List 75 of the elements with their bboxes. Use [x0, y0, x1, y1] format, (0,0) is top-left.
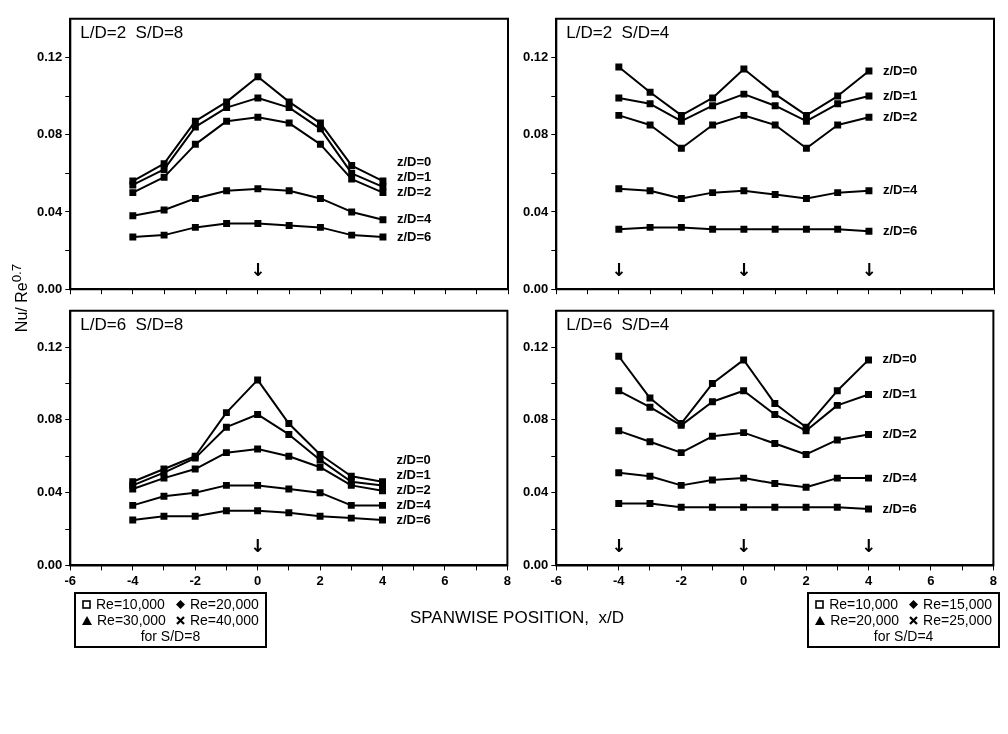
y-tick-label: 0.04	[522, 203, 550, 219]
y-tick-label: 0.12	[36, 49, 63, 65]
series-label: z/D=1	[396, 169, 432, 185]
x-tick-label: 2	[802, 572, 810, 588]
y-tick-label: 0.08	[522, 411, 549, 427]
annotation: ↓	[250, 258, 266, 280]
x-tick-label: 4	[378, 572, 387, 588]
x-tick-label: 0	[254, 572, 262, 588]
y-tick-label: 0.04	[36, 484, 64, 500]
x-tick-label: 6	[441, 572, 449, 588]
y-tick-label: 0.12	[36, 338, 63, 354]
text: Re=40,000	[189, 612, 259, 628]
x-tick-label: -2	[675, 572, 687, 588]
x-tick-label: 4	[864, 572, 873, 588]
annotation: ↓	[736, 535, 752, 557]
x-tick-label: 6	[927, 572, 935, 588]
y-tick-label: 0.04	[522, 484, 550, 500]
x-tick-label: 2	[316, 572, 324, 588]
x-tick-label: 0	[740, 572, 748, 588]
text: Re=25,000	[923, 612, 992, 628]
series-label: z/D=6	[396, 228, 432, 244]
annotation: ↓	[611, 258, 627, 280]
series-label: z/D=0	[882, 351, 917, 367]
text: for S/D=4	[872, 628, 935, 644]
series-label: z/D=6	[882, 500, 917, 516]
y-tick-label: 0.00	[36, 280, 63, 296]
series-label: z/D=1	[882, 87, 918, 103]
series-label: z/D=2	[396, 481, 431, 497]
annotation: ↓	[250, 535, 266, 557]
series-label: z/D=1	[882, 386, 917, 402]
text: Re=10,000	[96, 596, 165, 612]
series-label: z/D=0	[396, 154, 432, 170]
x-tick-label: -4	[126, 572, 140, 588]
annotation: ↓	[736, 258, 752, 280]
x-tick-label: -2	[189, 572, 201, 588]
text: Re=20,000	[189, 596, 259, 612]
chart-title: L/D=6 S/D=4	[566, 314, 670, 334]
y-tick-label: 0.00	[36, 556, 63, 572]
x-tick-label: 8	[989, 572, 997, 588]
annotation: ↓	[861, 258, 877, 280]
x-tick-label: 8	[503, 572, 511, 588]
series-label: z/D=4	[882, 182, 919, 198]
text: Re=30,000	[97, 612, 166, 628]
y-tick-label: 0.04	[36, 203, 64, 219]
y-tick-label: 0.00	[522, 556, 549, 572]
series-label: z/D=2	[396, 184, 432, 200]
y-tick-label: 0.12	[522, 338, 549, 354]
y-tick-label: 0.08	[36, 126, 63, 142]
text: Re=15,000	[923, 596, 992, 612]
series-label: z/D=1	[396, 466, 431, 482]
series-label: z/D=0	[882, 62, 918, 78]
chart-title: L/D=6 S/D=8	[80, 314, 184, 334]
text: Re=20,000	[830, 612, 900, 628]
series-label: z/D=2	[882, 426, 917, 442]
x-axis-title: SPANWISE POSITION, x/D	[409, 608, 624, 628]
annotation: ↓	[860, 535, 877, 557]
series-label: z/D=2	[882, 108, 918, 124]
x-tick-label: -6	[550, 572, 563, 588]
y-tick-label: 0.08	[522, 126, 549, 142]
series-label: z/D=6	[396, 511, 431, 527]
x-tick-label: -4	[612, 572, 626, 588]
y-tick-label: 0.12	[522, 49, 549, 65]
x-tick-label: -6	[64, 572, 77, 588]
series-label: z/D=0	[396, 451, 431, 467]
text: Re=10,000	[829, 596, 899, 612]
series-label: z/D=4	[882, 469, 918, 485]
chart-title: L/D=2 S/D=4	[566, 22, 670, 42]
y-tick-label: 0.08	[36, 411, 63, 427]
annotation: ↓	[611, 535, 627, 557]
chart-title: L/D=2 S/D=8	[80, 22, 184, 42]
y-tick-label: 0.00	[522, 280, 549, 296]
series-label: z/D=4	[396, 211, 433, 227]
text: for S/D=8	[139, 628, 202, 644]
series-label: z/D=4	[396, 496, 432, 512]
series-label: z/D=6	[882, 222, 918, 238]
